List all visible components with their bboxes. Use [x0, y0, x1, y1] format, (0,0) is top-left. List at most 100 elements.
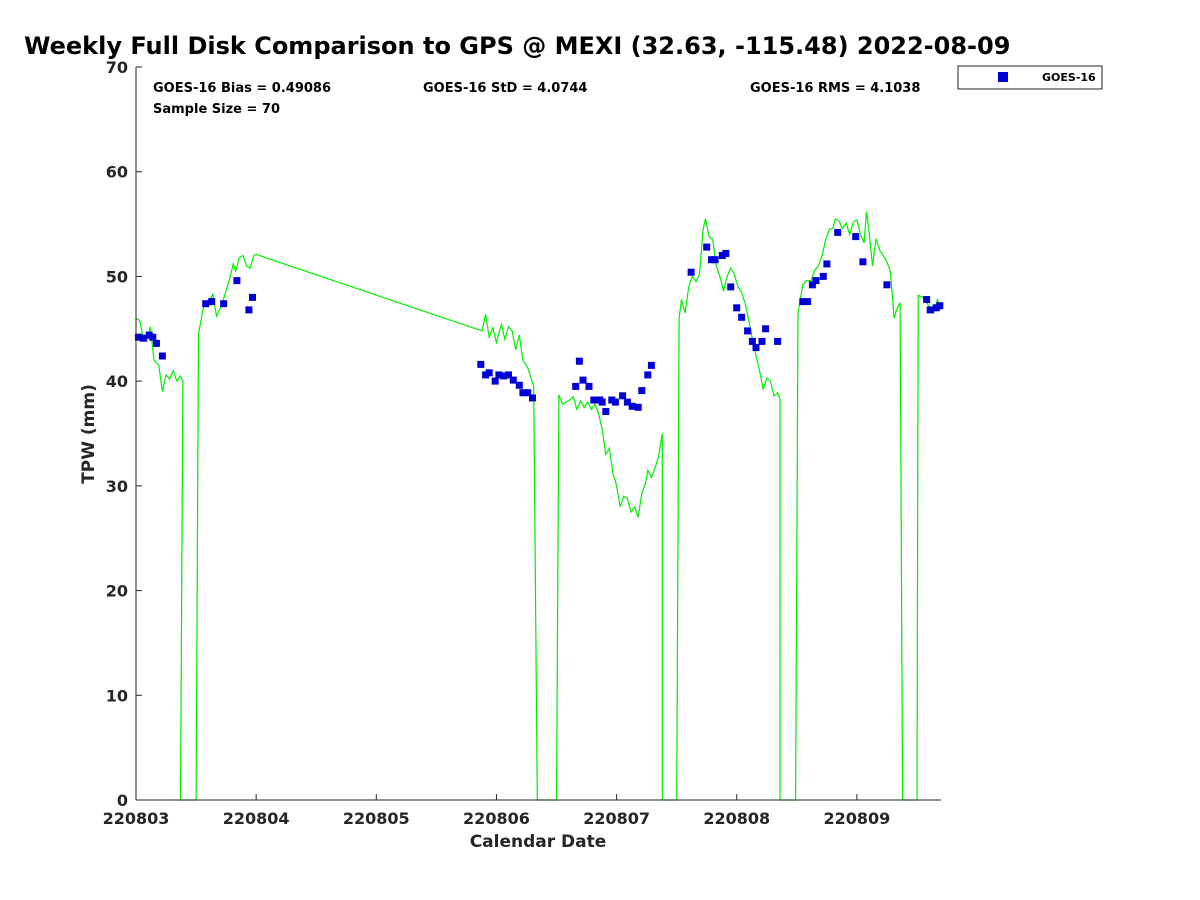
goes16-point [819, 272, 827, 280]
rms-stat: GOES-16 RMS = 4.1038 [750, 81, 920, 96]
goes16-point [500, 372, 508, 380]
goes16-point [149, 333, 157, 341]
goes16-point [208, 298, 216, 306]
bias-stat: GOES-16 Bias = 0.49086 [153, 81, 331, 96]
goes16-point [926, 306, 934, 314]
goes16-point [808, 281, 816, 289]
goes16-point [139, 334, 147, 342]
goes16-series [134, 228, 944, 415]
goes16-point [923, 296, 931, 303]
goes16-point [529, 394, 536, 402]
x-axis-label: Calendar Date [470, 832, 607, 852]
goes16-point [733, 304, 741, 312]
y-axis-ticks: 0 10 20 30 40 50 60 70 [106, 58, 142, 810]
goes16-point [774, 337, 782, 345]
goes16-point [134, 333, 142, 341]
goes16-point [152, 339, 160, 347]
legend: GOES-16 [957, 65, 1103, 90]
y-tick-label: 20 [106, 582, 128, 601]
goes16-point [608, 396, 616, 404]
goes16-point [158, 352, 166, 360]
goes16-point [505, 371, 512, 379]
gps-line [135, 211, 942, 801]
goes16-point [738, 313, 746, 321]
goes16-point [590, 396, 598, 404]
y-tick-label: 10 [106, 686, 128, 705]
goes16-point [804, 298, 812, 306]
goes16-point [859, 258, 867, 266]
goes16-point [758, 337, 766, 345]
goes16-point [644, 371, 652, 379]
x-tick-label: 220807 [583, 809, 650, 828]
std-stat: GOES-16 StD = 4.0744 [423, 81, 587, 96]
goes16-point [515, 381, 523, 389]
goes16-point [579, 376, 587, 384]
goes16-point [575, 357, 583, 365]
goes16-point [519, 389, 527, 397]
goes16-point [491, 377, 499, 385]
goes16-point [703, 243, 711, 251]
x-tick-label: 220806 [463, 809, 530, 828]
goes16-point [623, 398, 631, 406]
goes16-point [602, 408, 610, 415]
goes16-point [572, 382, 580, 390]
goes16-point [249, 293, 256, 301]
goes16-point [638, 387, 646, 395]
legend-box [957, 65, 1103, 90]
goes16-point [647, 361, 655, 369]
goes16-point [598, 398, 606, 406]
goes16-point [812, 277, 820, 285]
y-tick-label: 0 [117, 791, 128, 810]
x-tick-label: 220803 [103, 809, 170, 828]
goes16-point [932, 304, 940, 312]
goes16-point [834, 228, 842, 236]
goes16-point [145, 331, 153, 339]
goes16-point [711, 256, 719, 264]
x-axis-ticks: 220803 220804 220805 220806 220807 220808 2208… [103, 794, 890, 828]
goes16-point [233, 277, 241, 285]
y-axis-label: TPW (mm) [79, 384, 99, 484]
goes16-point [202, 300, 210, 308]
goes16-point [619, 392, 627, 400]
goes16-point [722, 249, 730, 257]
goes16-point [524, 389, 532, 397]
y-tick-label: 50 [106, 267, 128, 286]
goes16-point [799, 298, 807, 306]
goes16-point [718, 252, 726, 259]
goes16-point [687, 268, 695, 276]
goes16-point [495, 371, 503, 379]
goes16-point [245, 306, 253, 314]
goes16-point [744, 327, 752, 335]
goes16-point [485, 369, 493, 377]
goes16-point [628, 402, 636, 410]
goes16-point [634, 403, 642, 411]
goes16-point [762, 325, 770, 333]
goes16-point [708, 256, 715, 264]
x-tick-label: 220808 [703, 809, 770, 828]
y-tick-label: 70 [106, 58, 128, 77]
goes16-point [748, 337, 756, 345]
goes16-point [883, 281, 891, 289]
goes16-point [220, 300, 228, 308]
sample-size-stat: Sample Size = 70 [153, 102, 280, 117]
y-tick-label: 60 [106, 163, 128, 182]
goes16-point [727, 283, 735, 291]
goes16-point [611, 398, 619, 406]
y-tick-label: 40 [106, 372, 128, 391]
goes16-point [482, 371, 490, 379]
x-tick-label: 220809 [823, 809, 890, 828]
goes16-point [585, 382, 593, 390]
plot-area [136, 67, 941, 800]
legend-label-goes16: GOES-16 [1042, 71, 1096, 84]
goes16-point [936, 302, 944, 310]
chart-title: Weekly Full Disk Comparison to GPS @ MEX… [24, 32, 1010, 60]
goes16-point [477, 360, 485, 368]
x-tick-label: 220804 [223, 809, 290, 828]
y-tick-label: 30 [106, 477, 128, 496]
goes16-point [823, 260, 831, 268]
goes16-point [752, 344, 760, 352]
goes16-point [852, 233, 860, 241]
x-tick-label: 220805 [343, 809, 410, 828]
legend-marker-goes16 [998, 72, 1008, 82]
